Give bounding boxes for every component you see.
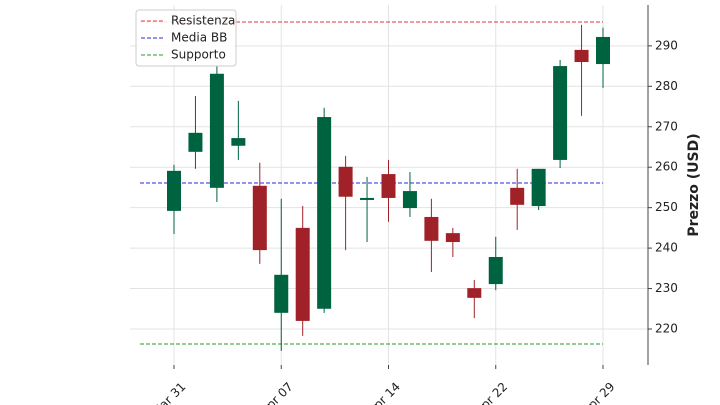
candle-body — [531, 168, 546, 207]
legend: Resistenza Media BB Supporto — [135, 9, 237, 67]
candle-body — [381, 174, 396, 198]
y-tick-label: 240 — [655, 241, 678, 255]
y-tick-label: 250 — [655, 200, 678, 214]
y-tick-label: 260 — [655, 160, 678, 174]
legend-label: Resistenza — [171, 14, 235, 28]
y-axis-label: Prezzo (USD) — [686, 133, 702, 236]
candle-body — [338, 166, 353, 197]
legend-label: Media BB — [171, 31, 227, 45]
candle-body — [167, 170, 181, 211]
y-tick-label: 220 — [655, 322, 678, 336]
x-tick-label: Apr 07 — [258, 380, 296, 405]
candle-body — [295, 227, 310, 321]
candle-body — [231, 138, 246, 146]
y-tick-label: 290 — [655, 38, 678, 52]
y-tick-label: 270 — [655, 119, 678, 133]
candle-body — [596, 36, 610, 65]
candle-body — [402, 191, 417, 209]
candle-body — [424, 216, 439, 241]
x-tick-label: Mar 31 — [149, 380, 188, 405]
x-tick-label: Apr 22 — [472, 380, 510, 405]
candle-body — [209, 73, 224, 188]
legend-label: Supporto — [171, 48, 226, 62]
candle-body — [553, 66, 568, 160]
candle-body — [574, 49, 589, 63]
candle-body — [360, 197, 375, 200]
candle-body — [445, 233, 460, 243]
x-tick-label: Apr 14 — [365, 380, 403, 405]
candle-body — [188, 132, 203, 152]
y-tick-label: 280 — [655, 79, 678, 93]
candle-body — [467, 288, 482, 298]
candle-body — [510, 187, 525, 205]
candle-body — [274, 274, 289, 313]
candle-body — [317, 117, 332, 309]
x-tick-label: Apr 29 — [579, 380, 617, 405]
y-tick-label: 230 — [655, 281, 678, 295]
candle-body — [488, 257, 503, 285]
candle-body — [252, 185, 267, 251]
legend-box — [135, 9, 237, 67]
